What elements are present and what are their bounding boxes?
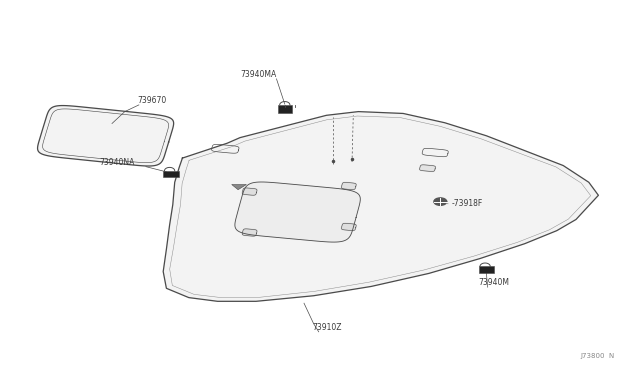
Text: 73940NA: 73940NA (99, 158, 134, 167)
Polygon shape (163, 112, 598, 301)
Text: 73940M: 73940M (479, 278, 509, 287)
Polygon shape (38, 106, 173, 166)
Circle shape (434, 198, 447, 205)
Text: J73800  N: J73800 N (580, 353, 614, 359)
Polygon shape (242, 188, 257, 195)
Text: 73910Z: 73910Z (312, 323, 342, 332)
Polygon shape (163, 171, 179, 177)
Polygon shape (242, 229, 257, 236)
Text: 73940MA: 73940MA (240, 70, 276, 79)
Polygon shape (232, 185, 246, 190)
Text: 739670: 739670 (138, 96, 167, 105)
Text: -73918F: -73918F (451, 199, 483, 208)
Polygon shape (420, 165, 435, 171)
Polygon shape (235, 182, 360, 242)
Polygon shape (341, 223, 356, 231)
Polygon shape (278, 105, 292, 113)
Polygon shape (479, 266, 494, 273)
Polygon shape (341, 182, 356, 190)
